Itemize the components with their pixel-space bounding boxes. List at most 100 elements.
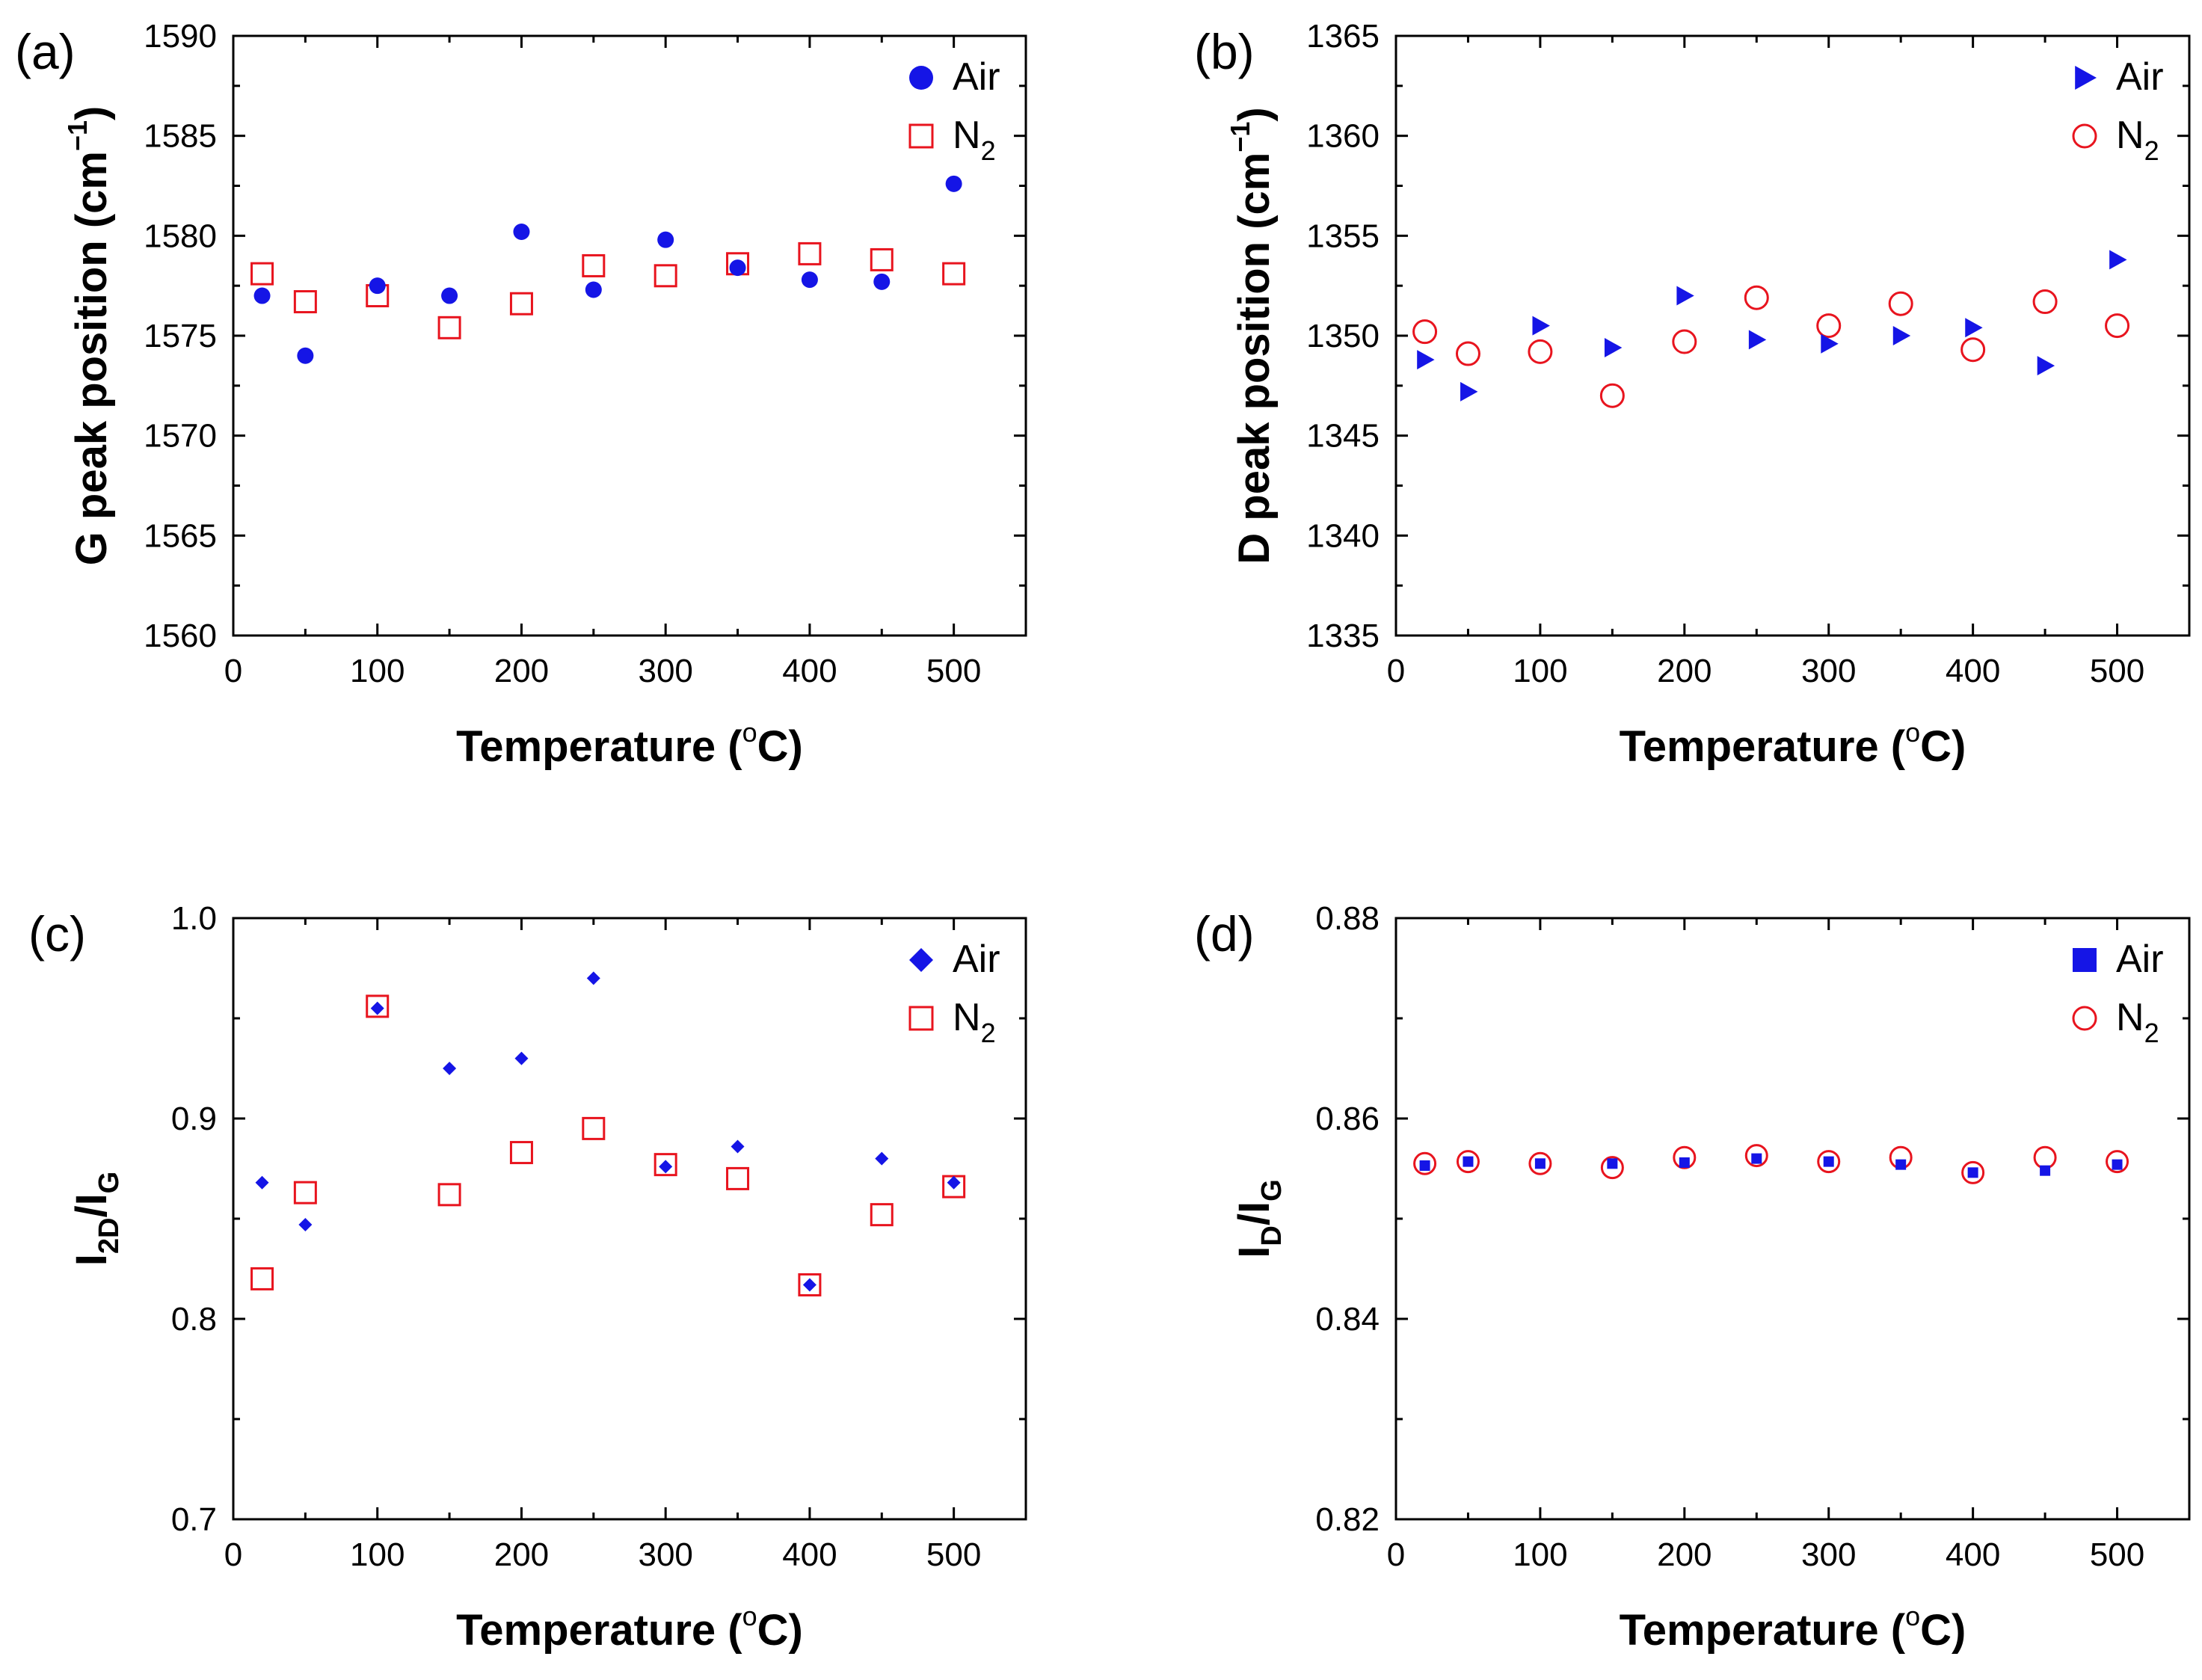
legend-marker-n2 <box>2072 1006 2097 1031</box>
y-tick-label: 1350 <box>1306 318 1380 354</box>
data-point-air <box>875 1151 889 1166</box>
data-point-n2 <box>653 264 677 288</box>
x-tick-label: 0 <box>224 653 242 689</box>
data-point-n2 <box>1456 1150 1480 1174</box>
legend-marker-air <box>909 66 933 90</box>
data-point-n2 <box>1528 339 1553 364</box>
y-axis-label-end: ) <box>67 106 116 120</box>
y-tick-label: 1.0 <box>171 900 217 937</box>
data-point-n2 <box>293 1181 317 1204</box>
data-point-air <box>370 1001 384 1015</box>
legend-label-text: Air <box>953 938 1000 981</box>
plot-frame <box>232 917 1027 1521</box>
x-axis-label-degree: o <box>742 717 757 748</box>
data-point-air <box>1748 330 1767 350</box>
panel-c: (c) 0 100 200 300 400 500 0.7 0.8 0.9 1.0 Temperatu… <box>28 900 1027 1655</box>
x-axis-label-text: Temperature ( <box>456 722 742 771</box>
x-axis-label-unit: C) <box>757 1606 803 1655</box>
y-tick-label: 1355 <box>1306 218 1380 254</box>
x-tick-label: 400 <box>782 653 837 689</box>
data-point-n2 <box>1744 1144 1768 1168</box>
y-axis-label-mid: /I <box>1230 1201 1279 1225</box>
panel-label: (b) <box>1194 24 1255 79</box>
data-point-air <box>2112 1159 2123 1170</box>
legend-label-air: Air <box>2116 938 2164 981</box>
data-point-air <box>1676 286 1694 306</box>
panel-label: (c) <box>28 906 86 961</box>
y-axis-label-sub: D <box>1256 1225 1288 1246</box>
data-point-air <box>441 287 458 304</box>
data-point-air <box>1823 1156 1834 1167</box>
data-point-air <box>731 1139 745 1154</box>
legend-marker-air <box>909 948 933 972</box>
data-point-n2 <box>1817 1150 1841 1174</box>
x-axis-label-unit: C) <box>757 722 803 771</box>
legend-label-text: Air <box>2116 55 2164 99</box>
y-tick-label: 0.82 <box>1315 1501 1380 1538</box>
y-axis-label: ID/IG <box>1230 1179 1288 1258</box>
data-point-n2 <box>293 290 317 314</box>
x-tick-label: 500 <box>2090 1536 2144 1573</box>
data-point-n2 <box>1960 337 1986 363</box>
data-point-air <box>947 1175 961 1190</box>
legend-marker-air <box>2075 66 2097 90</box>
y-tick-label: 0.88 <box>1315 900 1380 937</box>
data-point-n2 <box>250 1267 274 1290</box>
data-point-n2 <box>798 1273 822 1296</box>
y-tick-label: 0.86 <box>1315 1101 1380 1137</box>
data-point-air <box>1417 350 1435 370</box>
panel-label: (d) <box>1194 906 1255 961</box>
x-tick-label: 500 <box>2090 653 2144 689</box>
legend-label-text: Air <box>953 55 1000 99</box>
data-point-air <box>255 1175 269 1190</box>
y-axis-label-text: D peak position (cm <box>1230 153 1279 564</box>
panel-a: (a) 0 100 200 300 400 500 1560 1565 1570 1575 1580 1… <box>15 18 1027 771</box>
legend-label-n2: N2 <box>2116 996 2159 1048</box>
x-axis-label: Temperature (oC) <box>456 1601 803 1655</box>
panel-d: (d) 0 100 200 300 400 500 0.82 0.84 0.86 0.88 Tempe… <box>1194 900 2191 1655</box>
x-tick-label: 300 <box>1801 1536 1856 1573</box>
y-tick-label: 1340 <box>1306 517 1380 554</box>
data-point-air <box>1532 316 1550 336</box>
legend-label-sub: 2 <box>981 135 996 166</box>
data-point-air <box>1967 1167 1978 1178</box>
x-tick-label: 100 <box>1513 653 1567 689</box>
y-tick-label: 1365 <box>1306 18 1380 55</box>
data-point-air <box>1821 333 1839 354</box>
y-axis-label: I2D/IG <box>67 1172 125 1267</box>
data-point-air <box>298 1218 313 1232</box>
y-axis-label-text: I <box>67 1254 116 1266</box>
y-tick-label: 0.84 <box>1315 1301 1380 1338</box>
data-point-n2 <box>726 1166 750 1190</box>
x-tick-label: 100 <box>1513 1536 1567 1573</box>
x-tick-label: 300 <box>638 1536 692 1573</box>
data-point-air <box>1895 1159 1907 1170</box>
y-axis-label-mid: /I <box>67 1193 116 1217</box>
y-tick-label: 0.9 <box>171 1101 217 1137</box>
x-tick-label: 400 <box>782 1536 837 1573</box>
legend-label-text: Air <box>2116 938 2164 981</box>
data-point-n2 <box>1599 383 1625 408</box>
data-point-n2 <box>1961 1160 1985 1184</box>
plot-frame <box>1394 917 2191 1521</box>
data-point-n2 <box>1455 341 1480 366</box>
y-axis-label: G peak position (cm−1) <box>62 106 116 566</box>
x-tick-label: 0 <box>224 1536 242 1573</box>
data-point-air <box>585 281 602 298</box>
data-point-n2 <box>653 1153 677 1177</box>
legend-label-air: Air <box>953 55 1000 99</box>
data-point-n2 <box>509 292 533 316</box>
x-tick-label: 200 <box>494 653 549 689</box>
data-point-n2 <box>1744 285 1769 310</box>
y-axis-label-end: ) <box>1230 107 1279 121</box>
data-point-n2 <box>1528 1151 1552 1175</box>
data-point-air <box>2040 1165 2051 1176</box>
data-point-air <box>657 231 674 248</box>
y-axis-label-sub: G <box>1256 1179 1288 1201</box>
plot-frame <box>232 34 1027 637</box>
x-axis-label-unit: C) <box>1920 722 1966 771</box>
y-tick-label: 1590 <box>144 18 217 55</box>
data-point-n2 <box>870 247 894 271</box>
y-tick-label: 1335 <box>1306 618 1380 654</box>
legend-label-text: N <box>2116 114 2144 157</box>
